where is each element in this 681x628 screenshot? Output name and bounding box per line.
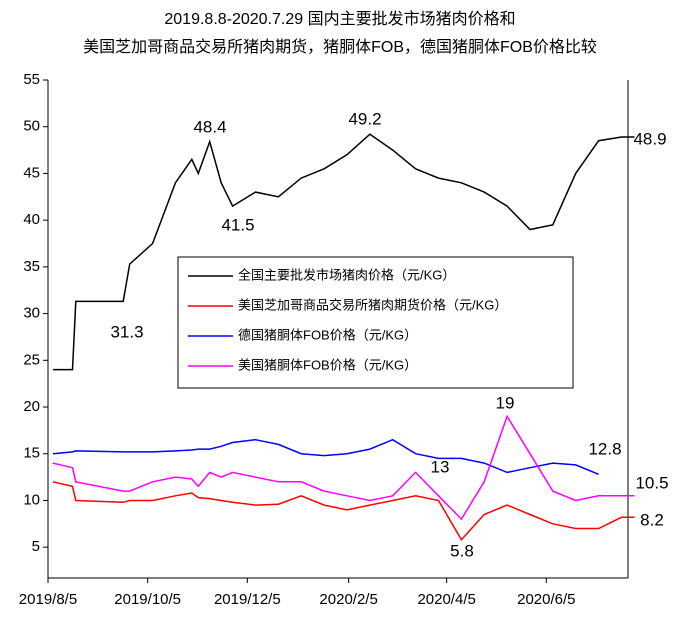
annotation: 19 (496, 393, 515, 412)
annotation: 10.5 (635, 473, 668, 492)
y-tick-label: 50 (23, 118, 40, 135)
legend-label: 美国猪胴体FOB价格（元/KG） (238, 357, 417, 372)
annotation: 8.2 (640, 510, 664, 529)
annotation: 48.4 (193, 117, 226, 136)
y-tick-label: 55 (23, 71, 40, 88)
y-tick-label: 15 (23, 445, 40, 462)
y-tick-label: 45 (23, 164, 40, 181)
y-tick-label: 35 (23, 258, 40, 275)
series-line (52, 481, 635, 541)
series-line (52, 414, 635, 521)
y-tick-label: 30 (23, 305, 40, 322)
y-tick-label: 40 (23, 211, 40, 228)
x-tick-label: 2019/8/5 (19, 591, 77, 608)
annotation: 5.8 (450, 541, 474, 560)
y-tick-label: 10 (23, 491, 40, 508)
legend-label: 美国芝加哥商品交易所猪肉期货价格（元/KG） (238, 297, 507, 312)
x-tick-label: 2020/6/5 (517, 591, 575, 608)
annotation: 13 (431, 457, 450, 476)
legend-label: 全国主要批发市场猪肉价格（元/KG） (238, 267, 455, 282)
chart-title: 美国芝加哥商品交易所猪肉期货，猪胴体FOB，德国猪胴体FOB价格比较 (83, 38, 597, 56)
legend-box (177, 256, 574, 389)
series-line (52, 438, 599, 475)
annotation: 41.5 (221, 215, 254, 234)
x-tick-label: 2019/12/5 (214, 591, 281, 608)
annotation: 31.3 (110, 322, 143, 341)
x-tick-label: 2019/10/5 (114, 591, 181, 608)
annotation: 12.8 (588, 439, 621, 458)
annotation: 49.2 (348, 109, 381, 128)
x-tick-label: 2020/2/5 (319, 591, 377, 608)
y-tick-label: 5 (32, 538, 40, 555)
y-tick-label: 25 (23, 351, 40, 368)
chart-title: 2019.8.8-2020.7.29 国内主要批发市场猪肉价格和 (164, 10, 515, 28)
y-tick-label: 20 (23, 398, 40, 415)
annotation: 48.9 (633, 129, 666, 148)
series-line (52, 133, 635, 371)
x-tick-label: 2020/4/5 (417, 591, 475, 608)
legend-label: 德国猪胴体FOB价格（元/KG） (238, 327, 417, 342)
